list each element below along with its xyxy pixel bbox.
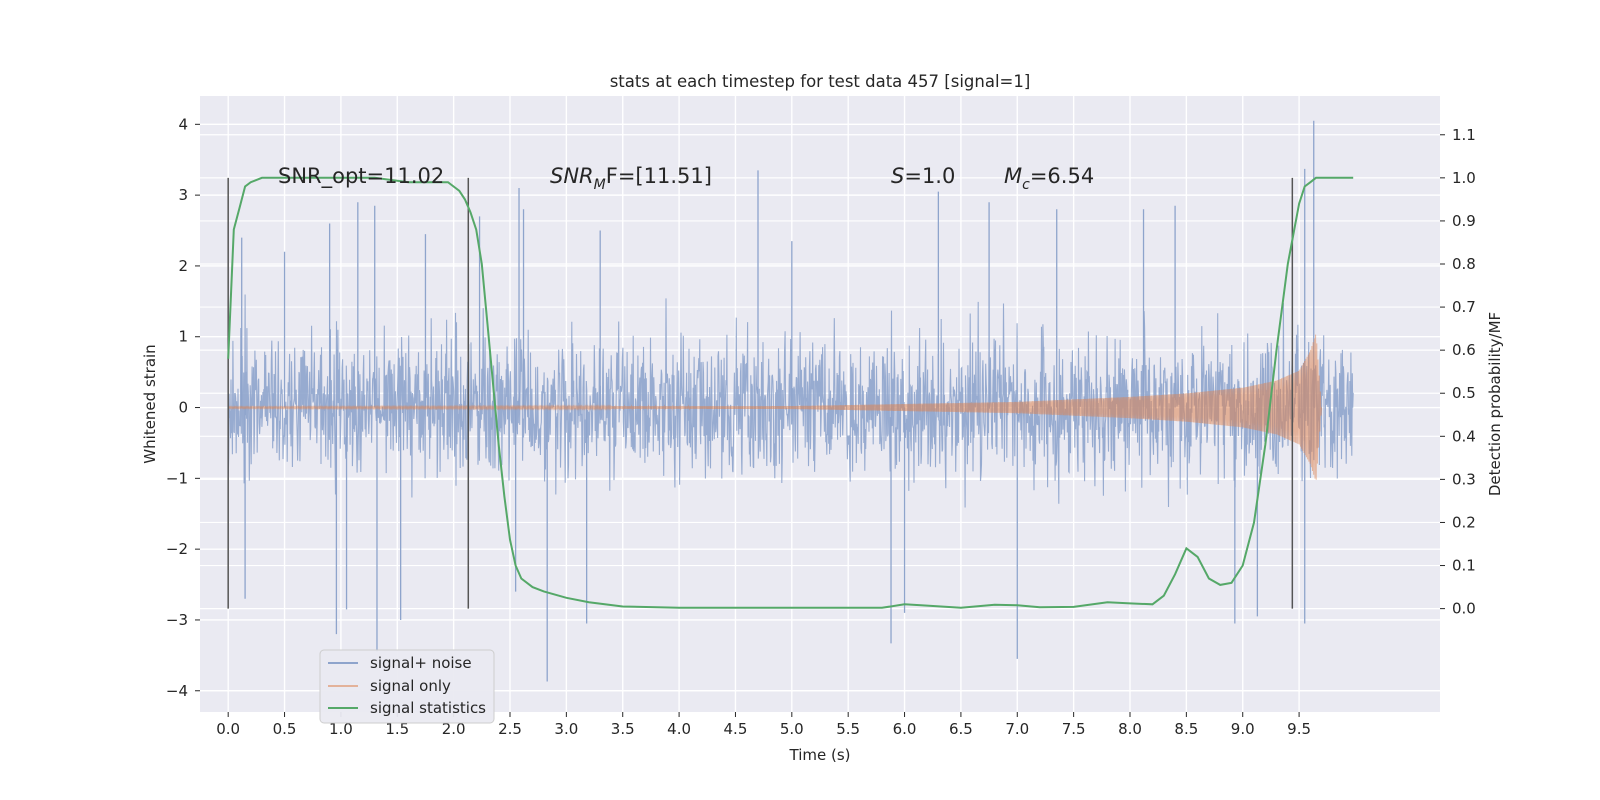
x-tick-label-13: 6.5 [949,720,973,738]
y2-tick-label-5: 0.6 [1452,341,1476,359]
y-tick-label-6: −2 [166,540,188,558]
annotation-mc-prefix: M [1004,164,1022,188]
y2-axis-ticks: 1.1 1.0 0.9 0.8 0.7 0.6 0.5 0.4 0.3 0.2 0.1 0.0 [1440,126,1476,618]
x-axis-ticks: 0.0 0.5 1.0 1.5 2.0 2.5 3.0 3.5 4.0 4.5 5.0 5.5 6.0 6… [216,712,1311,738]
x-tick-label-18: 9.0 [1231,720,1255,738]
y-axis-label: Whitened strain [141,344,159,463]
x-tick-label-7: 3.5 [611,720,635,738]
chart-title: stats at each timestep for test data 457… [610,72,1031,91]
annotation-mc-sub: c [1022,177,1030,193]
y-tick-label-8: −4 [166,682,188,700]
annotation-mc-suffix: =6.54 [1030,164,1094,188]
x-tick-label-19: 9.5 [1287,720,1311,738]
x-tick-label-12: 6.0 [893,720,917,738]
y2-tick-label-1: 1.0 [1452,169,1476,187]
y-tick-label-5: −1 [166,469,188,487]
annotation-s-prefix: S [891,164,904,188]
annotation-s: S=1.0 [891,164,955,188]
chirp-trace [227,334,1323,480]
series-signal-only [227,334,1323,480]
x-tick-label-17: 8.5 [1174,720,1198,738]
y2-tick-label-11: 0.0 [1452,600,1476,618]
annotation-snr-mf-suffix: F=[11.51] [606,164,712,188]
x-tick-label-5: 2.5 [498,720,522,738]
x-tick-label-2: 1.0 [329,720,353,738]
y-tick-label-4: 0 [178,399,188,417]
x-tick-label-16: 8.0 [1118,720,1142,738]
legend-label-signal-statistics: signal statistics [370,699,486,717]
x-tick-label-10: 5.0 [780,720,804,738]
y2-tick-label-7: 0.4 [1452,427,1476,445]
y2-tick-label-0: 1.1 [1452,126,1476,144]
y2-axis-label: Detection probability/MF [1486,312,1504,496]
y-tick-label-1: 3 [178,186,188,204]
x-axis-label: Time (s) [789,746,851,764]
y-tick-label-7: −3 [166,611,188,629]
x-tick-label-11: 5.5 [836,720,860,738]
x-tick-label-1: 0.5 [273,720,297,738]
x-tick-label-0: 0.0 [216,720,240,738]
series-signal-statistics [227,176,1354,609]
y2-tick-label-3: 0.8 [1452,255,1476,273]
annotation-snr-mf: SNRMF=[11.51] [550,164,712,193]
y2-tick-label-9: 0.2 [1452,513,1476,531]
annotation-mc: Mc=6.54 [1004,164,1094,193]
y2-tick-label-2: 0.9 [1452,212,1476,230]
legend-box [319,649,495,724]
y-axis-ticks: 4 3 2 1 0 −1 −2 −3 −4 [166,115,200,700]
x-tick-label-4: 2.0 [442,720,466,738]
y2-tick-label-6: 0.5 [1452,384,1476,402]
annotation-snr-mf-sub: M [594,177,606,193]
y2-tick-label-8: 0.3 [1452,470,1476,488]
legend-label-signal-only: signal only [370,677,451,695]
series-signal-noise [227,120,1354,682]
y2-tick-label-10: 0.1 [1452,557,1476,575]
x-tick-label-8: 4.0 [667,720,691,738]
y2-tick-label-4: 0.7 [1452,298,1476,316]
legend-label-signal-noise: signal+ noise [370,654,472,672]
annotation-snr-opt: SNR_opt=11.02 [278,164,444,189]
stats-trace [227,176,1354,609]
x-tick-label-3: 1.5 [385,720,409,738]
y-tick-label-0: 4 [178,115,188,133]
noise-trace [227,294,1354,508]
y-tick-label-3: 1 [178,328,188,346]
annotation-snr-mf-prefix: SNR [550,164,594,188]
legend: signal+ noise signal only signal statist… [319,649,495,724]
annotation-s-suffix: =1.0 [904,164,955,188]
x-tick-label-9: 4.5 [724,720,748,738]
y-tick-label-2: 2 [178,257,188,275]
x-tick-label-15: 7.5 [1062,720,1086,738]
x-tick-label-6: 3.0 [554,720,578,738]
vertical-markers [227,177,1294,609]
x-tick-label-14: 7.0 [1005,720,1029,738]
